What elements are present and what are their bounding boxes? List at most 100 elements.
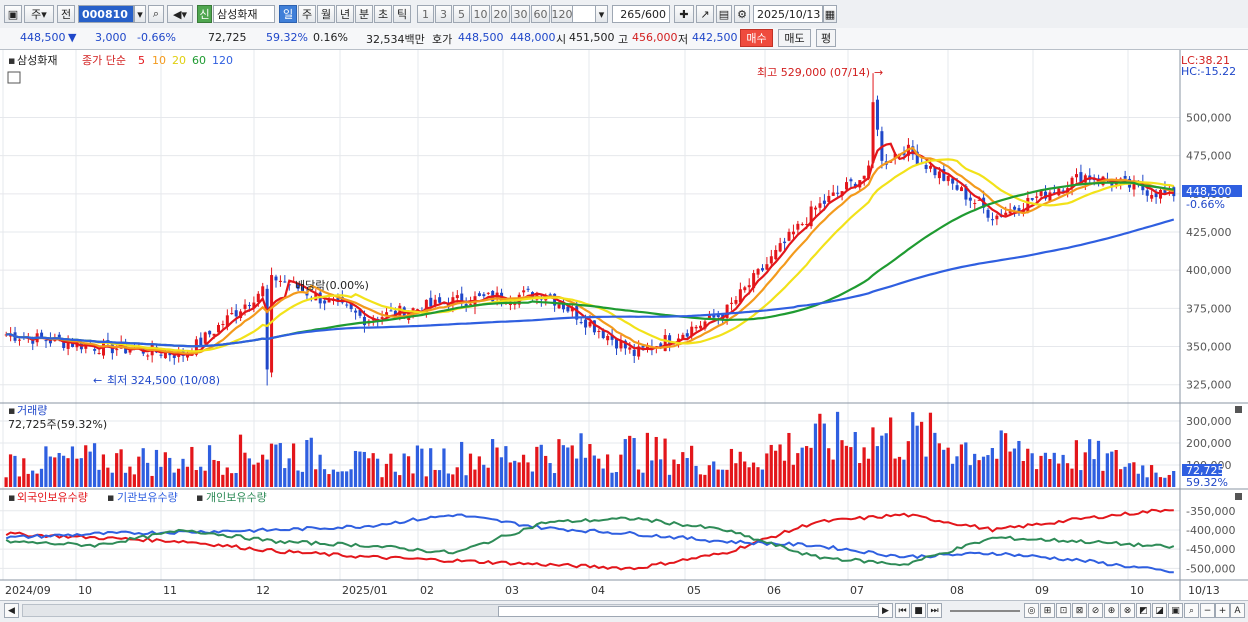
tool-icon-2[interactable]: ⊞	[1040, 603, 1055, 618]
evaluation-button[interactable]: 평	[816, 29, 836, 47]
tool-icon-3[interactable]: ⊡	[1056, 603, 1071, 618]
search-icon[interactable]: ⌕	[148, 5, 164, 23]
volume-bar	[327, 474, 331, 487]
market-label: 주	[31, 8, 42, 21]
period-tab-5[interactable]: 초	[374, 5, 392, 23]
lc-value: LC:38.21	[1181, 54, 1230, 67]
stop-icon[interactable]: ■	[911, 603, 926, 618]
legend-foreign[interactable]: 외국인보유수량	[17, 491, 88, 504]
volume-bar	[442, 448, 446, 487]
volume-bar	[712, 461, 716, 487]
volume-bar	[1092, 459, 1096, 487]
scrollbar-thumb[interactable]	[498, 606, 880, 617]
period-tab-0[interactable]: 일	[279, 5, 297, 23]
interval-tab-5[interactable]: 30	[511, 5, 530, 23]
period-tab-1[interactable]: 주	[298, 5, 316, 23]
zoom-slider[interactable]	[950, 610, 1020, 612]
prev-button[interactable]: 전	[57, 5, 75, 23]
code-dropdown-icon[interactable]: ▾	[134, 5, 146, 23]
first-page-icon[interactable]: ⏮	[895, 603, 910, 618]
save-icon[interactable]: ▤	[716, 5, 732, 23]
tool-icon-10[interactable]: ▣	[1168, 603, 1183, 618]
zoom-in-icon[interactable]: +	[1215, 603, 1230, 618]
tool-icon-6[interactable]: ⊕	[1104, 603, 1119, 618]
candle-body	[1004, 212, 1008, 216]
volume-bar	[818, 413, 822, 487]
tool-icon-9[interactable]: ◪	[1152, 603, 1167, 618]
period-tab-6[interactable]: 틱	[393, 5, 411, 23]
legend-ma120: 120	[212, 54, 233, 67]
tool-icon-1[interactable]: ◎	[1024, 603, 1039, 618]
tool-icon-4[interactable]: ⊠	[1072, 603, 1087, 618]
last-page-icon[interactable]: ⏭	[927, 603, 942, 618]
tool-icon-7[interactable]: ⊗	[1120, 603, 1135, 618]
volume-bar	[809, 447, 813, 487]
candle-body	[477, 293, 481, 296]
ask-price: 448,500	[458, 31, 504, 44]
tool-icon-8[interactable]: ◩	[1136, 603, 1151, 618]
calendar-icon[interactable]: ▦	[823, 5, 837, 23]
sell-button[interactable]: 매도	[778, 29, 811, 47]
new-button[interactable]: 신	[197, 5, 212, 23]
font-size-icon[interactable]: A	[1230, 603, 1245, 618]
volume-bar	[570, 445, 574, 487]
horizontal-scrollbar[interactable]	[22, 604, 882, 617]
candle-body	[968, 197, 972, 201]
scroll-right-icon[interactable]: ▶	[878, 603, 893, 618]
interval-tab-3[interactable]: 10	[471, 5, 490, 23]
candle-body	[203, 332, 207, 344]
volume-bar	[176, 468, 181, 487]
drawing-icon[interactable]: ↗	[696, 5, 714, 23]
market-select[interactable]: 주 ▾	[24, 5, 54, 23]
candle-body	[681, 334, 685, 339]
volume-bar	[557, 439, 561, 487]
table-icon[interactable]	[7, 71, 21, 84]
buy-button[interactable]: 매수	[740, 29, 773, 47]
interval-tab-0[interactable]: 1	[417, 5, 434, 23]
zoom-out-icon[interactable]: −	[1200, 603, 1215, 618]
gear-icon[interactable]: ⚙	[734, 5, 750, 23]
legend-stock-name[interactable]: 삼성화재	[17, 54, 57, 67]
candle-body	[274, 276, 278, 281]
interval-tab-4[interactable]: 20	[491, 5, 510, 23]
stock-code-input[interactable]: 000810	[78, 5, 134, 23]
volume-bar	[1074, 440, 1079, 487]
legend-institution[interactable]: 기관보유수량	[117, 491, 178, 504]
legend-individual[interactable]: 개인보유수량	[206, 491, 267, 504]
period-tab-4[interactable]: 분	[355, 5, 373, 23]
zoom-search-icon[interactable]: ⌕	[1184, 603, 1199, 618]
volume-bar	[619, 454, 623, 487]
interval-tab-2[interactable]: 5	[453, 5, 470, 23]
period-tab-2[interactable]: 월	[317, 5, 335, 23]
interval-tab-7[interactable]: 120	[551, 5, 573, 23]
interval-dropdown-icon[interactable]: ▾	[595, 5, 608, 23]
candle-body	[752, 273, 756, 289]
candle-body	[243, 304, 247, 309]
volume-bar	[552, 473, 557, 487]
sound-icon[interactable]: ◀▾	[167, 5, 193, 23]
candle-body	[659, 343, 663, 349]
indicator-icon[interactable]: ✚	[674, 5, 694, 23]
volume-bar	[269, 443, 274, 487]
candle-body	[252, 302, 256, 308]
volume-panel-close-icon[interactable]	[1235, 406, 1242, 413]
chart-layout-icon[interactable]: ▣	[4, 5, 22, 23]
volume-title[interactable]: 거래량	[17, 404, 47, 417]
holding-panel-close-icon[interactable]	[1235, 493, 1242, 500]
period-tab-3[interactable]: 년	[336, 5, 354, 23]
volume-bar	[53, 457, 57, 487]
date-input[interactable]: 2025/10/13	[753, 5, 823, 23]
tool-icon-5[interactable]: ⊘	[1088, 603, 1103, 618]
scroll-left-icon[interactable]: ◀	[4, 603, 19, 618]
legend-ma-label[interactable]: 종가 단순	[82, 54, 126, 67]
volume-bar	[1172, 471, 1176, 487]
interval-tab-1[interactable]: 3	[435, 5, 452, 23]
candle-body	[464, 304, 468, 307]
chart-area[interactable]: 325,000350,000375,000400,000425,000450,0…	[0, 50, 1248, 600]
volume-bar	[234, 472, 238, 487]
volume-bar	[937, 443, 941, 487]
volume-bar	[1154, 472, 1158, 487]
count-field[interactable]: 265/600	[612, 5, 670, 23]
interval-tab-6[interactable]: 60	[531, 5, 550, 23]
candle-body	[48, 339, 52, 344]
